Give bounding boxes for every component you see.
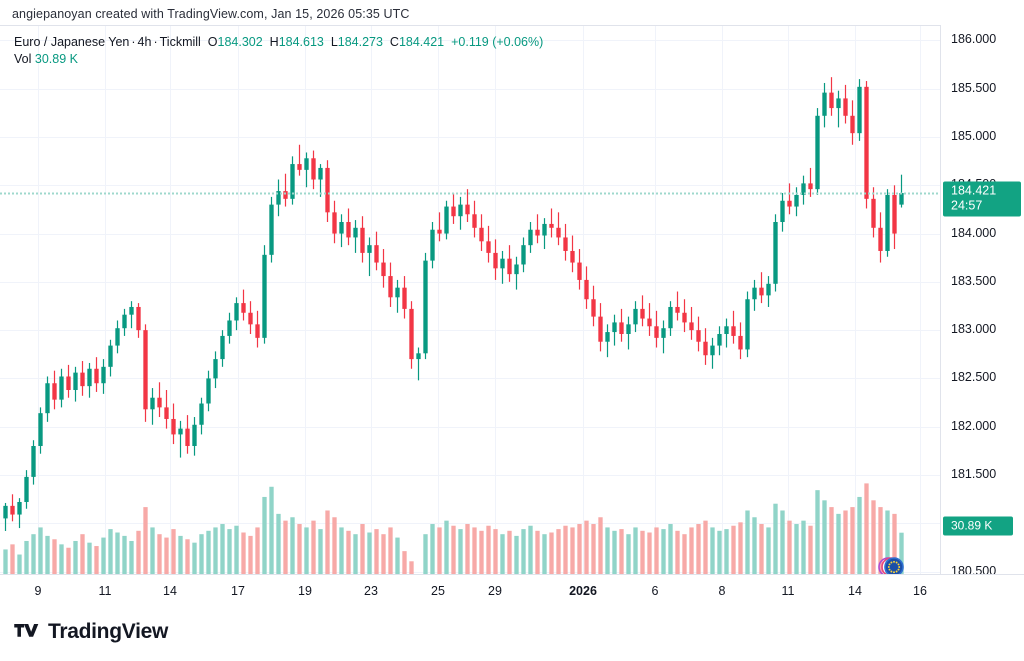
tradingview-mark-icon [14, 623, 39, 637]
tradingview-wordmark: TradingView [48, 620, 169, 643]
tradingview-logo[interactable]: TradingView [14, 620, 168, 644]
price-tick-181-500: 181.500 [951, 466, 997, 481]
time-tick-23: 23 [364, 584, 378, 598]
candlestick-plot [0, 26, 940, 586]
time-tick-8: 8 [718, 584, 726, 598]
price-tick-182-500: 182.500 [951, 370, 997, 385]
time-tick-6: 6 [651, 584, 659, 598]
time-tick-14: 14 [163, 584, 177, 598]
price-axis[interactable]: 186.000185.500185.000184.500184.000183.5… [940, 25, 1024, 610]
time-tick-11: 11 [781, 584, 795, 598]
time-tick-19: 19 [298, 584, 312, 598]
time-tick-17: 17 [231, 584, 245, 598]
bar-countdown: 24:57 [951, 198, 983, 213]
time-tick-2026: 2026 [569, 584, 597, 598]
price-tick-186-000: 186.000 [951, 32, 997, 47]
time-tick-16: 16 [913, 584, 927, 598]
price-tick-183-500: 183.500 [951, 273, 997, 288]
volume-badge-value: 30.89 K [951, 518, 993, 533]
current-price-badge[interactable]: 184.421 24:57 [943, 181, 1021, 217]
time-tick-25: 25 [431, 584, 445, 598]
attribution-text: angiepanoyan created with TradingView.co… [12, 7, 410, 21]
time-tick-14: 14 [848, 584, 862, 598]
time-tick-11: 11 [98, 584, 112, 598]
time-tick-9: 9 [34, 584, 42, 598]
time-tick-29: 29 [488, 584, 502, 598]
current-price-value: 184.421 [951, 183, 997, 198]
chart-frame: Euro / Japanese Yen · 4h · Tickmill O184.302… [0, 25, 1024, 610]
price-pane[interactable] [0, 26, 940, 586]
price-tick-185-000: 185.000 [951, 129, 997, 144]
price-tick-184-000: 184.000 [951, 225, 997, 240]
price-tick-183-000: 183.000 [951, 322, 997, 337]
price-tick-185-500: 185.500 [951, 80, 997, 95]
time-axis[interactable]: 9 11 14 17 19 23 25 29 2026 6 8 11 14 16 [0, 574, 1024, 610]
price-tick-182-000: 182.000 [951, 418, 997, 433]
volume-value-badge: 30.89 K [943, 516, 1013, 536]
